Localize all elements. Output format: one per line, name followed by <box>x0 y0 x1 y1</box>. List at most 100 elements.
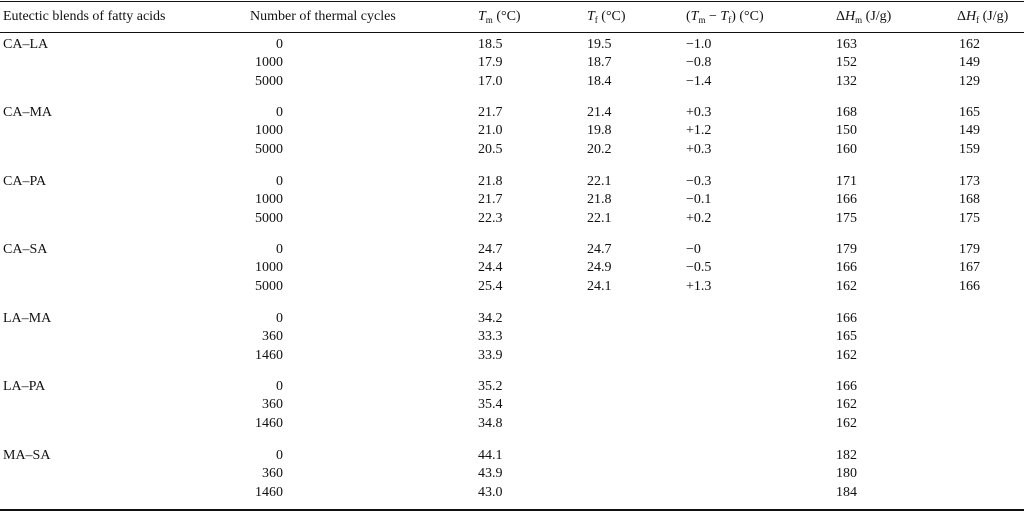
header-diff-minus: − <box>705 9 721 24</box>
cycle-count: 5000 <box>255 142 283 157</box>
tm-minus-tf-value: +0.2 <box>686 211 712 226</box>
header-diff-symbol-1: T <box>690 9 699 24</box>
tm-value: 44.1 <box>478 448 503 463</box>
header-diff-close: ) (°C) <box>731 9 764 24</box>
tm-minus-tf-value: −0.3 <box>686 174 712 189</box>
header-tm-unit: (°C) <box>492 9 521 24</box>
tm-value: 34.2 <box>478 311 503 326</box>
delta-hm-value: 179 <box>836 242 857 257</box>
delta-hf-value: 129 <box>959 74 980 89</box>
blend-name: MA–SA <box>3 448 51 463</box>
tf-value: 19.5 <box>587 37 612 52</box>
header-tm-minus-tf: (Tm − Tf) (°C) <box>686 9 764 25</box>
delta-hm-value: 166 <box>836 379 857 394</box>
cycle-count: 360 <box>262 329 283 344</box>
delta-hf-value: 165 <box>959 105 980 120</box>
header-tf-unit: (°C) <box>597 9 626 24</box>
tm-value: 43.0 <box>478 485 503 500</box>
tm-minus-tf-value: +0.3 <box>686 142 712 157</box>
tm-value: 25.4 <box>478 279 503 294</box>
header-diff-subscript-1: m <box>698 15 706 25</box>
tm-value: 35.4 <box>478 397 503 412</box>
delta-hm-value: 132 <box>836 74 857 89</box>
tf-value: 22.1 <box>587 174 612 189</box>
tm-minus-tf-value: −0 <box>686 242 701 257</box>
tm-value: 17.0 <box>478 74 503 89</box>
delta-hm-value: 162 <box>836 348 857 363</box>
delta-hf-value: 168 <box>959 192 980 207</box>
delta-hm-value: 162 <box>836 416 857 431</box>
delta-hm-value: 166 <box>836 192 857 207</box>
cycle-count: 1460 <box>255 485 283 500</box>
delta-hm-value: 175 <box>836 211 857 226</box>
cycle-count: 1000 <box>255 192 283 207</box>
delta-hf-value: 167 <box>959 260 980 275</box>
header-hm-symbol: H <box>845 9 856 24</box>
cycle-count: 0 <box>276 37 283 52</box>
blend-name: LA–PA <box>3 379 46 394</box>
blend-name: CA–LA <box>3 37 49 52</box>
cycle-count: 5000 <box>255 211 283 226</box>
tm-minus-tf-value: −1.4 <box>686 74 712 89</box>
cycle-count: 1000 <box>255 55 283 70</box>
header-hf-unit: (J/g) <box>979 9 1009 24</box>
delta-hf-value: 162 <box>959 37 980 52</box>
delta-hm-value: 163 <box>836 37 857 52</box>
blend-name: CA–MA <box>3 105 53 120</box>
tm-value: 43.9 <box>478 466 503 481</box>
cycle-count: 0 <box>276 105 283 120</box>
header-hf-delta: Δ <box>957 9 967 24</box>
header-tf: Tf (°C) <box>587 9 626 25</box>
cycle-count: 0 <box>276 379 283 394</box>
cycle-count: 1460 <box>255 416 283 431</box>
cycle-count: 360 <box>262 397 283 412</box>
tm-minus-tf-value: +1.3 <box>686 279 712 294</box>
cycle-count: 1000 <box>255 260 283 275</box>
tm-value: 18.5 <box>478 37 503 52</box>
tm-value: 17.9 <box>478 55 503 70</box>
delta-hf-value: 149 <box>959 123 980 138</box>
header-hf-subscript: f <box>976 15 980 25</box>
delta-hf-value: 159 <box>959 142 980 157</box>
tm-minus-tf-value: −0.8 <box>686 55 712 70</box>
header-tf-symbol: T <box>587 9 595 24</box>
blend-name: CA–PA <box>3 174 47 189</box>
tm-value: 20.5 <box>478 142 503 157</box>
table-bottom-rule <box>0 509 1024 511</box>
delta-hm-value: 162 <box>836 397 857 412</box>
tm-value: 24.4 <box>478 260 503 275</box>
delta-hm-value: 152 <box>836 55 857 70</box>
delta-hm-value: 162 <box>836 279 857 294</box>
delta-hf-value: 175 <box>959 211 980 226</box>
tm-value: 21.7 <box>478 192 503 207</box>
cycle-count: 0 <box>276 448 283 463</box>
blend-name: CA–SA <box>3 242 48 257</box>
tf-value: 21.8 <box>587 192 612 207</box>
header-hf-symbol: H <box>966 9 977 24</box>
cycle-count: 360 <box>262 466 283 481</box>
tm-minus-tf-value: −1.0 <box>686 37 712 52</box>
tm-value: 24.7 <box>478 242 503 257</box>
tm-value: 21.0 <box>478 123 503 138</box>
header-tm-symbol: T <box>478 9 486 24</box>
header-tm-subscript: m <box>485 15 493 25</box>
delta-hm-value: 180 <box>836 466 857 481</box>
table-top-rule <box>0 1 1024 2</box>
delta-hf-value: 173 <box>959 174 980 189</box>
tm-value: 21.8 <box>478 174 503 189</box>
header-blend: Eutectic blends of fatty acids <box>3 9 166 24</box>
tf-value: 24.1 <box>587 279 612 294</box>
tm-minus-tf-value: −0.5 <box>686 260 712 275</box>
header-hm-unit: (J/g) <box>862 9 892 24</box>
tf-value: 19.8 <box>587 123 612 138</box>
table-header-rule <box>0 32 1024 33</box>
tf-value: 20.2 <box>587 142 612 157</box>
tf-value: 18.4 <box>587 74 612 89</box>
cycle-count: 5000 <box>255 74 283 89</box>
tf-value: 22.1 <box>587 211 612 226</box>
header-tf-subscript: f <box>594 15 598 25</box>
delta-hm-value: 166 <box>836 311 857 326</box>
tf-value: 24.7 <box>587 242 612 257</box>
cycle-count: 1000 <box>255 123 283 138</box>
